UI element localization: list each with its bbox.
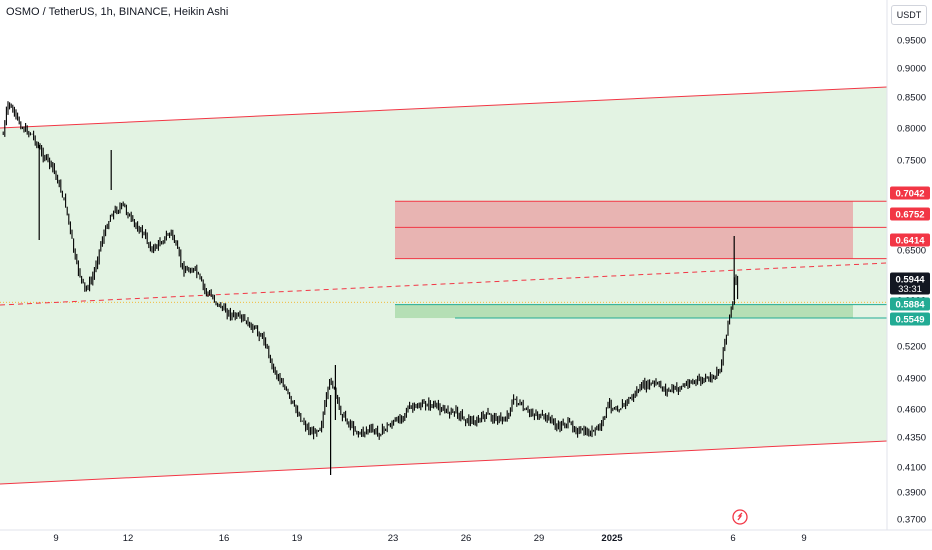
price-tag-green: 0.5884 xyxy=(890,297,930,311)
price-tick-label: 0.9000 xyxy=(897,64,926,75)
price-tag-value: 0.6414 xyxy=(895,235,925,246)
time-tick-label: 2025 xyxy=(601,533,623,544)
time-tick-label: 26 xyxy=(461,533,472,544)
price-tag-value: 0.5549 xyxy=(895,314,924,325)
time-tick-label: 29 xyxy=(534,533,545,544)
time-tick-label: 9 xyxy=(801,533,806,544)
price-axis[interactable]: 0.95000.90000.85000.80000.75000.65000.60… xyxy=(886,0,926,530)
time-axis[interactable]: 9 12 16 19 23 26 29 2025 6 9 xyxy=(0,529,932,544)
price-tick-label: 0.4350 xyxy=(897,433,926,444)
price-tag-bg xyxy=(890,186,930,200)
price-tick-label: 0.3900 xyxy=(897,488,926,499)
price-tick-label: 0.4600 xyxy=(897,405,926,416)
chart-title: OSMO / TetherUS, 1h, BINANCE, Heikin Ash… xyxy=(6,6,229,18)
price-tick-label: 0.6500 xyxy=(897,246,926,257)
replay-icon[interactable] xyxy=(732,509,748,525)
price-tag-value: 0.7042 xyxy=(895,188,924,199)
bar-countdown: 33:31 xyxy=(898,284,922,295)
target-zones xyxy=(395,200,887,319)
price-tick-label: 0.7500 xyxy=(897,156,926,167)
price-tag-bg xyxy=(890,272,930,295)
price-tag-bg xyxy=(890,233,930,247)
guide-lines xyxy=(0,262,888,306)
price-tick-label: 0.4100 xyxy=(897,463,926,474)
price-tag-value: 0.5944 xyxy=(895,274,925,285)
price-tag-bg xyxy=(890,297,930,311)
time-tick-label: 16 xyxy=(219,533,230,544)
time-tick-label: 19 xyxy=(292,533,303,544)
price-tick-label: 0.5200 xyxy=(897,342,926,353)
time-tick-label: 6 xyxy=(730,533,735,544)
channel-fill xyxy=(0,87,887,484)
price-series xyxy=(2,101,739,475)
currency-button[interactable]: USDT xyxy=(891,5,927,25)
price-tag-green: 0.5549 xyxy=(890,312,930,326)
price-tag-red: 0.7042 xyxy=(890,186,930,200)
price-tick-label: 0.8000 xyxy=(897,124,926,135)
channel-lower-line xyxy=(0,440,888,485)
price-tag-value: 0.6752 xyxy=(895,209,924,220)
time-tick-label: 12 xyxy=(123,533,134,544)
price-tick-label: 0.3700 xyxy=(897,515,926,526)
ascending-channel xyxy=(0,86,888,485)
price-tag-red: 0.6414 xyxy=(890,233,930,247)
price-tag-bg xyxy=(890,312,930,326)
time-tick-label: 9 xyxy=(53,533,58,544)
buy-zone xyxy=(395,304,853,319)
price-tag-value: 0.5884 xyxy=(895,299,925,310)
channel-upper-line xyxy=(0,86,888,129)
sell-zone xyxy=(395,201,853,259)
price-tick-label: 0.4900 xyxy=(897,374,926,385)
price-tag-bg xyxy=(890,207,930,221)
midline-dashed xyxy=(0,262,888,306)
price-tick-label: 0.9500 xyxy=(897,36,926,47)
price-tag-red: 0.6752 xyxy=(890,207,930,221)
time-tick-label: 23 xyxy=(388,533,399,544)
price-tick-label: 0.8500 xyxy=(897,93,926,104)
